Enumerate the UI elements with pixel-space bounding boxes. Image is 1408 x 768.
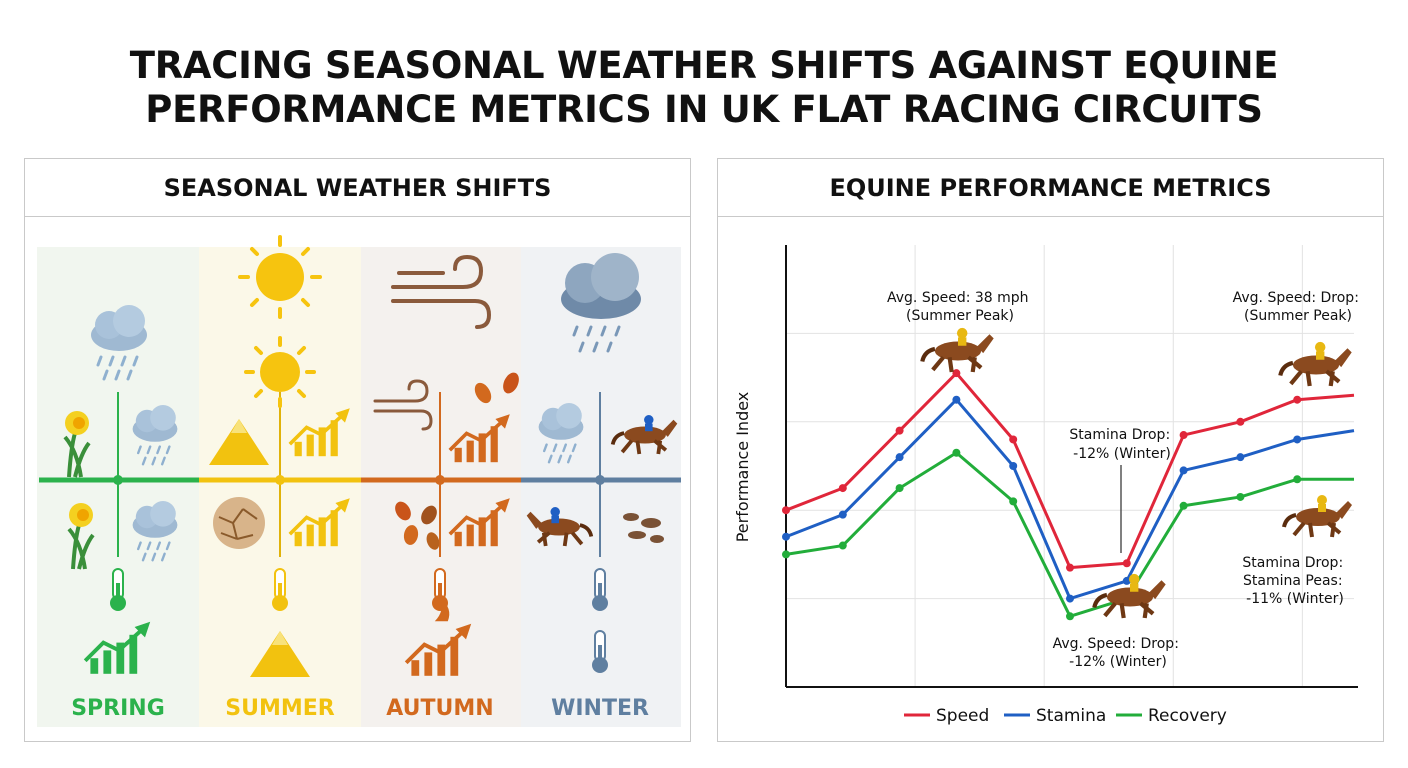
seasonal-weather-diagram: SPRING SUMMER AUTUMN WINTER: [37, 235, 681, 727]
stamina-point: [838, 510, 847, 519]
speed-point: [1236, 417, 1245, 426]
seasonal-weather-heading: SEASONAL WEATHER SHIFTS: [25, 159, 690, 217]
chart-axes: [785, 245, 1358, 688]
sun-icon: [244, 336, 316, 408]
annotation-line: -11% (Winter): [1246, 591, 1344, 607]
thermometer-icon: [591, 630, 609, 674]
recovery-series: [782, 448, 1354, 621]
seasonal-weather-panel: SEASONAL WEATHER SHIFTS: [24, 158, 691, 742]
stamina-point: [952, 395, 961, 404]
storm-cloud-icon: [561, 253, 641, 353]
recovery-point: [1066, 612, 1074, 621]
legend-label-stamina: Stamina: [1036, 706, 1106, 726]
stamina-series: [782, 395, 1355, 603]
season-label-autumn: AUTUMN: [386, 696, 493, 721]
mud-icon: [623, 513, 664, 543]
annotation-summer-speed: Avg. Speed: 38 mph (Summer Peak): [887, 290, 1033, 324]
speed-point: [1009, 435, 1018, 444]
thermometer-icon: [109, 568, 127, 612]
summer-node: [275, 475, 285, 485]
thermometer-icon: [591, 568, 609, 612]
speed-point: [895, 426, 904, 435]
performance-line-chart: Performance Index Avg. Speed: 38 mph (Su…: [733, 245, 1364, 726]
legend-item-recovery: Recovery: [1116, 706, 1227, 726]
page-title-line-1: TRACING SEASONAL WEATHER SHIFTS AGAINST …: [129, 44, 1279, 87]
speed-point: [1122, 559, 1131, 568]
legend-item-stamina: Stamina: [1004, 706, 1106, 726]
annotation-line: -12% (Winter): [1073, 446, 1171, 462]
page-title: TRACING SEASONAL WEATHER SHIFTS AGAINST …: [0, 44, 1408, 132]
racehorse-icon: [1280, 342, 1351, 386]
equine-performance-panel: EQUINE PERFORMANCE METRICS: [717, 158, 1384, 742]
annotation-winter-speed: Avg. Speed: Drop: -12% (Winter): [1053, 636, 1184, 670]
stamina-point: [1293, 435, 1302, 444]
recovery-point: [782, 550, 790, 559]
mountain-icon: [209, 419, 269, 465]
leaves-icon: [395, 501, 440, 550]
racehorse-icon: [922, 328, 993, 372]
page-title-line-2: PERFORMANCE METRICS IN UK FLAT RACING CI…: [145, 88, 1263, 131]
annotation-line: (Summer Peak): [906, 308, 1014, 324]
y-axis-label: Performance Index: [733, 392, 752, 543]
mountain-icon: [250, 631, 310, 677]
sun-icon: [238, 235, 322, 319]
annotation-winter-stamina: Stamina Drop: -12% (Winter): [1069, 427, 1174, 462]
chart-series: [782, 369, 1355, 621]
leaves-icon: [474, 372, 519, 404]
season-label-winter: WINTER: [551, 696, 649, 721]
speed-line: [785, 371, 1355, 570]
recovery-point: [838, 541, 847, 550]
recovery-point: [1236, 492, 1245, 501]
equine-performance-body: Performance Index Avg. Speed: 38 mph (Su…: [718, 217, 1383, 741]
legend-label-recovery: Recovery: [1148, 706, 1227, 726]
flame-chart-icon: [404, 597, 474, 678]
annotation-line: (Summer Peak): [1244, 308, 1352, 324]
recovery-point: [1179, 501, 1188, 510]
recovery-point: [895, 484, 904, 493]
annotation-line: Avg. Speed: Drop:: [1233, 290, 1359, 306]
recovery-point: [1009, 497, 1018, 506]
speed-point: [782, 506, 790, 515]
wind-icon: [391, 254, 492, 329]
speed-point: [952, 369, 961, 378]
seasonal-weather-body: SPRING SUMMER AUTUMN WINTER: [25, 217, 690, 741]
season-label-summer: SUMMER: [225, 696, 335, 721]
wind-icon: [373, 379, 433, 431]
racehorse-icon: [1282, 493, 1354, 539]
speed-point: [1179, 431, 1188, 440]
stamina-point: [895, 453, 904, 462]
annotation-line: Stamina Peas:: [1243, 573, 1343, 589]
annotation-line: Avg. Speed: 38 mph: [887, 290, 1029, 306]
equine-performance-heading: EQUINE PERFORMANCE METRICS: [718, 159, 1383, 217]
stamina-point: [1009, 462, 1018, 470]
winter-node: [595, 475, 605, 485]
stamina-point: [1236, 453, 1245, 462]
stamina-point: [1122, 576, 1131, 585]
chart-legend: Speed Stamina Recovery: [904, 706, 1227, 726]
racehorse-icon: [1094, 574, 1165, 618]
stamina-point: [1066, 594, 1074, 603]
annotation-line: Stamina Drop:: [1242, 555, 1343, 571]
recovery-point: [1293, 475, 1302, 484]
season-label-spring: SPRING: [71, 696, 165, 721]
recovery-point: [952, 448, 961, 457]
annotation-line: -12% (Winter): [1069, 654, 1167, 670]
annotation-line: Avg. Speed: Drop:: [1053, 636, 1179, 652]
annotation-line: Stamina Drop:: [1069, 427, 1170, 443]
legend-label-speed: Speed: [936, 706, 989, 726]
autumn-node: [435, 475, 445, 485]
annotation-late-speed: Avg. Speed: Drop: (Summer Peak): [1233, 290, 1364, 324]
speed-point: [1066, 563, 1074, 572]
speed-point: [1293, 395, 1302, 404]
speed-series: [782, 369, 1355, 572]
speed-point: [838, 484, 847, 493]
stamina-point: [1179, 466, 1188, 475]
spring-node: [113, 475, 123, 485]
legend-item-speed: Speed: [904, 706, 989, 726]
thermometer-icon: [271, 568, 289, 612]
cracked-earth-icon: [213, 497, 265, 549]
stamina-point: [782, 532, 790, 541]
annotation-winter-stamina-peak: Stamina Drop: Stamina Peas: -11% (Winter…: [1242, 555, 1347, 607]
